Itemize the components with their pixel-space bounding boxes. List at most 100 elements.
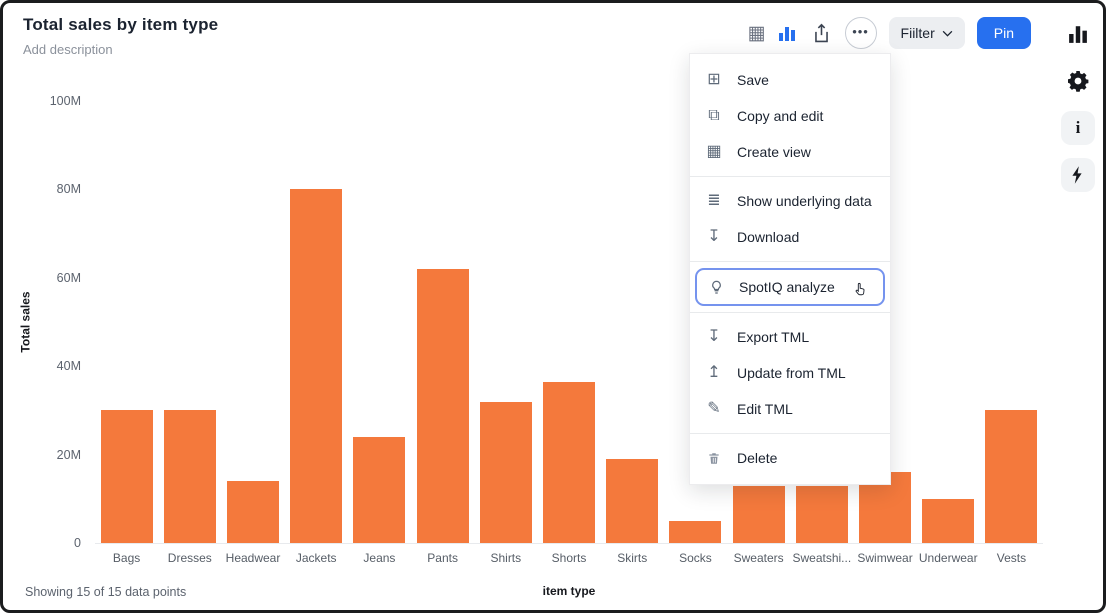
table-view-icon: ▦ <box>747 22 766 44</box>
more-options-icon: ••• <box>852 23 869 39</box>
menu-item-edit-tml[interactable]: ✎ Edit TML <box>690 391 890 427</box>
save-icon: ⊞ <box>707 71 721 88</box>
x-tick-label: Pants <box>427 551 458 565</box>
context-menu: ⊞ Save ⧉ Copy and edit ▦ Create view ≣ Show und… <box>689 53 891 485</box>
bar-slot <box>727 101 790 543</box>
bar-chart-icon <box>1069 26 1087 43</box>
insights-rail-button[interactable] <box>1061 158 1095 192</box>
bar-jackets[interactable] <box>290 189 343 543</box>
menu-group: Delete <box>690 433 890 482</box>
info-rail-button[interactable]: i <box>1061 111 1095 145</box>
x-tick-label: Sweatshi... <box>792 551 852 565</box>
bar-slot <box>348 101 411 543</box>
copy-icon: ⧉ <box>708 107 720 124</box>
chevron-down-icon <box>942 30 953 37</box>
chart-view-button[interactable] <box>776 22 798 44</box>
add-description-link[interactable]: Add description <box>23 42 113 57</box>
bar-skirts[interactable] <box>606 459 659 543</box>
edit-icon: ✎ <box>707 400 721 417</box>
table-view-button[interactable]: ▦ <box>746 22 768 45</box>
bar-slot <box>664 101 727 543</box>
menu-item-create-view[interactable]: ▦ Create view <box>690 134 890 170</box>
bar-dresses[interactable] <box>163 410 216 543</box>
header: Total sales by item type Add description <box>23 15 218 57</box>
x-tick-label: Jackets <box>295 551 337 565</box>
menu-item-label: Create view <box>737 144 811 160</box>
y-tick-label: 80M <box>56 182 81 197</box>
x-tick-label: Shorts <box>551 551 587 565</box>
menu-group: ↧ Export TML ↥ Update from TML ✎ Edit TML <box>690 312 890 433</box>
share-button[interactable] <box>810 21 833 46</box>
menu-item-label: Update from TML <box>737 365 846 381</box>
viz-toggle: ▦ <box>746 22 798 45</box>
bar-jeans[interactable] <box>353 436 406 543</box>
x-tick-label: Skirts <box>617 551 648 565</box>
bar-shorts[interactable] <box>543 381 596 543</box>
menu-item-export-tml[interactable]: ↧ Export TML <box>690 319 890 355</box>
status-text: Showing 15 of 15 data points <box>25 585 187 599</box>
settings-rail-button[interactable] <box>1061 64 1095 98</box>
bar-headwear[interactable] <box>227 481 279 543</box>
bar-slot <box>221 101 284 543</box>
x-tick-label: Shirts <box>490 551 522 565</box>
page-title: Total sales by item type <box>23 15 219 34</box>
bar-slot <box>980 101 1043 543</box>
x-labels: Bags Dresses Headwear Jackets Jeans Pants Shir… <box>95 551 1043 565</box>
filter-button[interactable]: Fiilter <box>888 17 965 49</box>
chart-rail-button[interactable] <box>1061 17 1095 51</box>
menu-item-copy-and-edit[interactable]: ⧉ Copy and edit <box>690 98 890 134</box>
y-tick-label: 40M <box>56 359 81 374</box>
chart-view-icon <box>778 27 795 41</box>
menu-item-delete[interactable]: Delete <box>690 440 890 476</box>
share-icon <box>814 23 828 42</box>
chart-plot <box>95 101 1043 544</box>
bar-sweatshi-[interactable] <box>795 485 848 543</box>
bar-pants[interactable] <box>416 268 469 543</box>
menu-item-label: Show underlying data <box>737 193 872 209</box>
underlying-data-icon: ≣ <box>707 192 721 209</box>
menu-item-update-from-tml[interactable]: ↥ Update from TML <box>690 355 890 391</box>
menu-item-label: Edit TML <box>737 401 793 417</box>
menu-item-download[interactable]: ↧ Download <box>690 219 890 255</box>
menu-item-label: Copy and edit <box>737 108 824 124</box>
y-tick-label: 0 <box>74 536 81 550</box>
create-view-icon: ▦ <box>706 143 722 160</box>
cursor-icon <box>853 281 868 301</box>
bar-slot <box>790 101 853 543</box>
menu-item-spotiq-analyze[interactable]: SpotIQ analyze <box>695 268 885 306</box>
x-tick-label: Jeans <box>363 551 396 565</box>
menu-item-label: SpotIQ analyze <box>739 279 835 295</box>
x-tick-label: Sweaters <box>733 551 784 565</box>
bar-shirts[interactable] <box>479 401 532 543</box>
x-tick-label: Swimwear <box>857 551 913 565</box>
bar-bags[interactable] <box>100 410 153 543</box>
x-tick-label: Vests <box>996 551 1027 565</box>
menu-group: ≣ Show underlying data ↧ Download <box>690 176 890 261</box>
bar-sweaters[interactable] <box>732 485 785 543</box>
filter-label: Fiilter <box>900 25 935 41</box>
bar-vests[interactable] <box>985 410 1038 543</box>
bar-slot <box>537 101 600 543</box>
update-icon: ↥ <box>707 364 721 381</box>
y-tick-label: 20M <box>56 447 81 462</box>
more-menu-button[interactable]: ••• <box>844 17 877 49</box>
x-tick-label: Underwear <box>918 551 978 565</box>
x-tick-label: Headwear <box>225 551 281 565</box>
toolbar: ▦ ••• Fiilter Pin <box>746 15 1031 51</box>
gear-icon <box>1068 71 1089 92</box>
download-icon: ↧ <box>707 228 721 245</box>
pin-button[interactable]: Pin <box>976 17 1031 49</box>
y-tick-label: 100M <box>49 94 81 108</box>
bar-slot <box>158 101 221 543</box>
spotiq-icon <box>707 279 725 295</box>
bar-socks[interactable] <box>669 520 722 543</box>
y-tick-label: 60M <box>56 270 81 285</box>
bar-underwear[interactable] <box>922 498 975 543</box>
y-ticks: 0 20M 40M 60M 80M 100M <box>3 94 87 550</box>
menu-item-save[interactable]: ⊞ Save <box>690 62 890 98</box>
menu-item-label: Delete <box>737 450 778 466</box>
bar-slot <box>917 101 980 543</box>
x-axis-title: item type <box>542 584 596 598</box>
menu-item-show-underlying-data[interactable]: ≣ Show underlying data <box>690 183 890 219</box>
